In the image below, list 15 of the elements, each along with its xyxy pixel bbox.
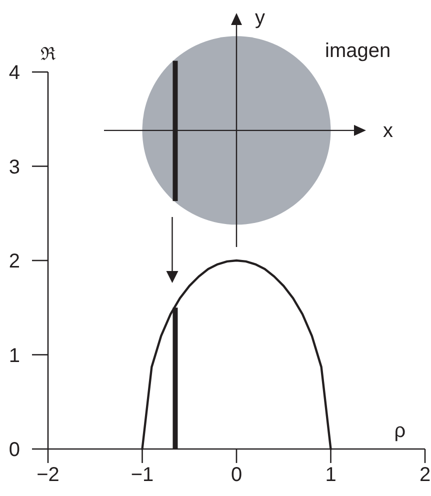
x-axis-title: ρ <box>394 420 406 442</box>
y-tick-label: 4 <box>8 62 20 84</box>
y-axis-title: ℜ <box>40 44 56 65</box>
y-tick-label: 2 <box>8 250 20 272</box>
x-tick-label: 2 <box>419 464 431 486</box>
x-tick-label: 0 <box>230 464 242 486</box>
x-tick-label: −1 <box>130 464 154 486</box>
y-tick-label: 0 <box>8 439 20 461</box>
y-tick-label: 3 <box>8 156 20 178</box>
text: imagen <box>325 40 391 62</box>
annotation: x <box>383 120 393 142</box>
x-tick-label: −2 <box>36 464 60 486</box>
y-tick-label: 1 <box>8 344 20 367</box>
text: y <box>255 7 265 29</box>
x-tick-label: 1 <box>325 464 336 486</box>
